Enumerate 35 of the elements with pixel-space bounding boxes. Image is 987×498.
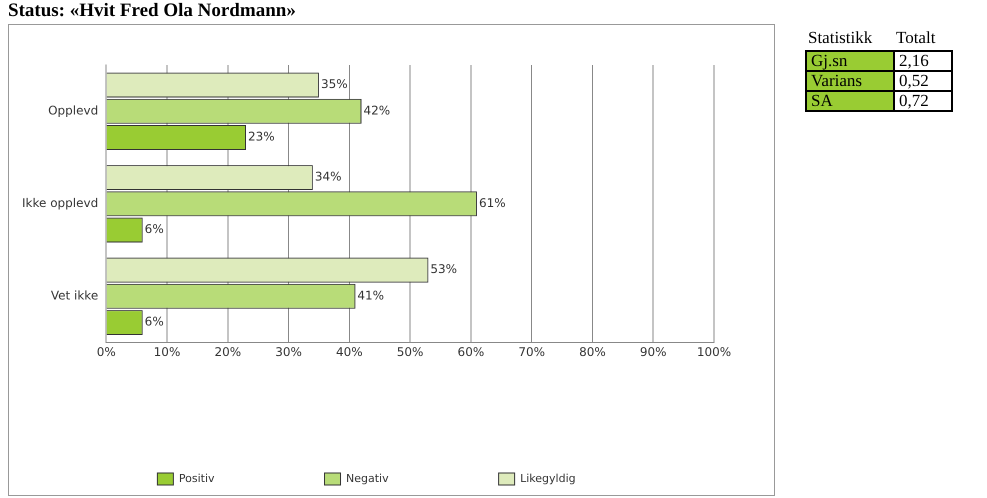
x-tick-label: 50% [396,344,424,359]
x-tick-label: 30% [275,344,302,359]
legend-label: Negativ [346,472,390,485]
data-label: 23% [248,130,275,144]
y-tick-label: Ikke opplevd [22,196,98,210]
y-tick-label: Opplevd [48,103,98,118]
x-tick-label: 60% [458,344,484,359]
chart-title: Status: «Hvit Fred Ola Nordmann» [8,0,296,22]
data-label: 6% [144,222,164,236]
data-label: 42% [363,103,390,118]
text: SA [806,91,894,111]
text: 0,52 [894,71,952,91]
legend-label: Likegyldig [520,472,576,485]
data-label: 35% [320,77,348,92]
text: Varians [806,71,894,91]
x-tick-label: 70% [518,344,545,359]
text: 0,72 [894,91,952,111]
text: Statistikk [807,28,874,49]
x-tick-label: 20% [214,344,242,359]
text: Gj.sn [806,51,894,71]
data-label: 41% [357,288,384,302]
text: Totalt [895,28,936,49]
y-tick-label: Vet ikke [50,288,98,302]
data-label: 53% [430,262,458,276]
legend-label: Positiv [178,472,216,485]
x-tick-label: 10% [154,344,180,359]
data-label: 6% [144,314,164,329]
x-tick-label: 100% [696,344,732,359]
data-label: 34% [314,170,342,184]
text: 2,16 [894,51,952,71]
data-label: 61% [478,196,506,210]
x-tick-label: 0% [96,344,116,359]
x-tick-label: 40% [336,344,363,359]
x-tick-label: 90% [640,344,667,359]
x-tick-label: 80% [579,344,606,359]
